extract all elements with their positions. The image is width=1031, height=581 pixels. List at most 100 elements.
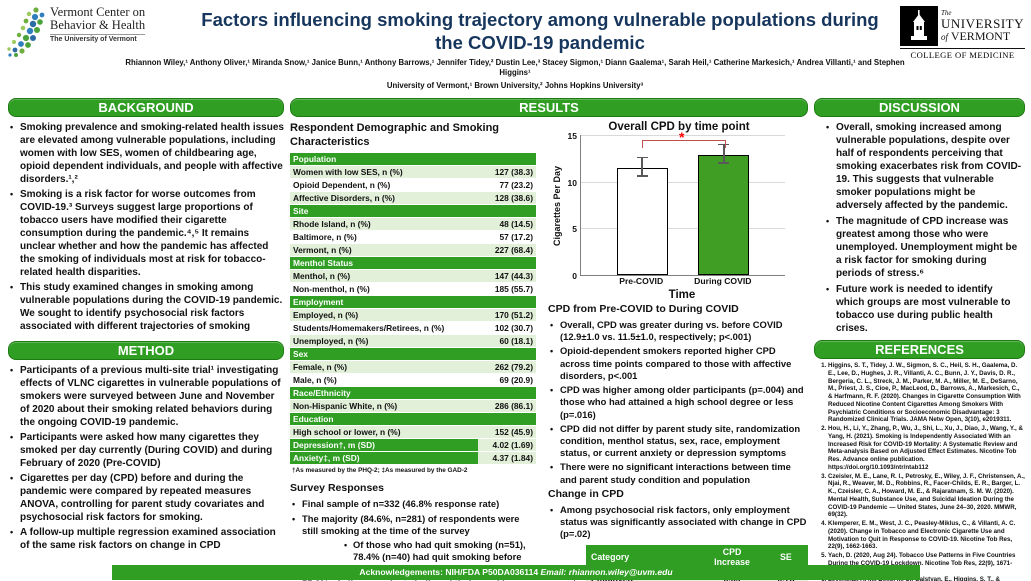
row-label: Menthol, n (%) — [290, 269, 478, 283]
poster-affiliations: University of Vermont,¹ Brown University… — [386, 81, 644, 90]
chart-gridline — [581, 135, 785, 136]
bullet-text: Opioid-dependent smokers reported higher… — [560, 345, 792, 381]
row-label: Baltimore, n (%) — [293, 231, 357, 242]
bullet-text: Overall, smoking increased among vulnera… — [836, 122, 1022, 211]
error-bar-cap — [636, 156, 648, 159]
chart-significance-bracket — [642, 140, 726, 148]
poster-title: Factors influencing smoking trajectory a… — [201, 9, 879, 54]
bullet-item: • This study examined changes in smoking … — [10, 281, 284, 333]
bullet-item: • CPD did not differ by parent study site… — [550, 423, 808, 460]
right-column: DISCUSSION • Overall, smoking increased a… — [814, 98, 1025, 581]
table-row: Non-menthol, n (%) 185 (55.7) — [290, 282, 536, 296]
row-value: 128 (38.6) — [478, 191, 536, 205]
reference-item: Klemperer, E. M., West, J. C., Peasley-M… — [828, 520, 1025, 551]
y-tick-label: 15 — [567, 131, 577, 141]
references-header: REFERENCES — [814, 340, 1025, 359]
chart-gridline — [581, 228, 785, 230]
row-label: Women with low SES, n (%) — [290, 165, 478, 179]
table-row: Anxiety‡, m (SD) 4.37 (1.84) — [290, 451, 536, 465]
results-column: RESULTS Respondent Demographic and Smoki… — [290, 98, 808, 581]
uvm-logo-text: The UNIVERSITY of VERMONT — [941, 9, 1024, 43]
bullet-item: • There were no significant interactions … — [550, 461, 808, 485]
table-section-row: Race/Ethnicity — [290, 386, 536, 400]
chart-plot-area: * — [580, 129, 785, 276]
bullet-text: Among psychosocial risk factors, only em… — [560, 503, 807, 540]
references-list: Higgins, S. T., Tidey, J. W., Sigmon, S.… — [814, 362, 1025, 581]
background-bullets: • Smoking prevalence and smoking-related … — [10, 121, 284, 333]
poster-authors: Rhiannon Wiley,¹ Anthony Oliver,¹ Mirand… — [125, 58, 905, 78]
row-value: 77 (23.2) — [499, 179, 533, 190]
bullet-marker: • — [344, 540, 348, 551]
x-tick-label: Pre-COVID — [619, 276, 664, 286]
bullet-item: • A follow-up multiple regression examine… — [10, 526, 284, 552]
bullet-text: This study examined changes in smoking a… — [20, 282, 283, 332]
bullet-text: Smoking is a risk factor for worse outco… — [20, 189, 269, 278]
uvm-logo: The UNIVERSITY of VERMONT COLLEGE OF MED… — [900, 6, 1025, 60]
method-bullets: • Participants of a previous multi-site t… — [10, 364, 284, 552]
error-bar-cap — [718, 162, 730, 164]
row-label: Depression†, m (SD) — [290, 438, 478, 452]
table-row: Vermont, n (%) 227 (68.4) — [290, 243, 536, 257]
row-value: 48 (14.5) — [478, 217, 536, 231]
table-section-row: Employment — [290, 295, 536, 309]
row-label: Affective Disorders, n (%) — [290, 191, 478, 205]
uvm-vermont: VERMONT — [950, 28, 1011, 43]
section-label: Race/Ethnicity — [290, 386, 536, 400]
bullet-marker: • — [10, 189, 14, 199]
error-bar — [641, 158, 643, 177]
cpd-bullets: • Overall, CPD was greater during vs. bef… — [550, 319, 808, 486]
uvm-university: UNIVERSITY — [941, 15, 1024, 31]
row-value: 147 (44.3) — [478, 269, 536, 283]
error-bar-cap — [636, 175, 648, 177]
row-label: High school or lower, n (%) — [290, 425, 478, 439]
cpd-bar-chart: Overall CPD by time point Cigarettes Per… — [550, 121, 808, 301]
cpd-heading: CPD from Pre-COVID to During COVID — [548, 303, 739, 315]
bullet-item: • The magnitude of CPD increase was great… — [826, 215, 1023, 280]
bullet-item: • The majority (84.6%, n=281) of responde… — [292, 513, 538, 537]
bullet-marker: • — [550, 320, 554, 330]
vcbh-dots-icon — [7, 7, 45, 57]
uvm-college-of-medicine: COLLEGE OF MEDICINE — [900, 48, 1025, 60]
bullet-item: • CPD was higher among older participants… — [550, 384, 808, 421]
bullet-item: • Cigarettes per day (CPD) before and dur… — [10, 472, 284, 524]
bullet-text: CPD did not differ by parent study site,… — [560, 422, 801, 459]
bullet-marker: • — [550, 462, 554, 473]
chart-bar-during-covid — [698, 154, 750, 275]
table-row: Male, n (%) 69 (20.9) — [290, 373, 536, 387]
bullet-marker: • — [292, 513, 296, 524]
row-label: Opioid Dependent, n (%) — [293, 179, 391, 190]
error-bar-cap — [718, 143, 730, 146]
vcbh-name-line3: The University of Vermont — [50, 34, 146, 43]
row-value: 170 (51.2) — [478, 308, 536, 322]
results-right-panel: Overall CPD by time point Cigarettes Per… — [538, 121, 808, 581]
table-section-row: Sex — [290, 347, 536, 361]
bullet-text: CPD was higher among older participants … — [560, 384, 804, 420]
row-label: Anxiety‡, m (SD) — [290, 451, 478, 465]
table-section-row: Education — [290, 412, 536, 426]
bullet-item: • Opioid-dependent smokers reported highe… — [550, 345, 808, 382]
section-label: Menthol Status — [290, 256, 536, 270]
bullet-marker: • — [10, 282, 14, 292]
x-tick-label: During COVID — [694, 276, 752, 286]
bullet-marker: • — [10, 122, 14, 132]
demographics-table: Population Women with low SES, n (%) 127 (… — [290, 152, 536, 465]
demographics-panel: Respondent Demographic and Smoking Chara… — [290, 121, 538, 581]
background-header: BACKGROUND — [8, 98, 284, 117]
method-header: METHOD — [8, 341, 284, 360]
row-label: Non-menthol, n (%) — [293, 283, 370, 294]
bullet-marker: • — [292, 498, 296, 509]
section-label: Site — [290, 204, 536, 218]
row-label: Unemployed, n (%) — [290, 334, 478, 348]
change-bullets: • Among psychosocial risk factors, only e… — [550, 504, 808, 541]
row-label: Female, n (%) — [290, 360, 478, 374]
bullet-marker: • — [826, 122, 830, 132]
table-row: Women with low SES, n (%) 127 (38.3) — [290, 165, 536, 179]
row-value: 57 (17.2) — [499, 231, 533, 242]
bullet-text: Participants were asked how many cigaret… — [20, 432, 273, 469]
chart-y-axis-label: Cigarettes Per Day — [552, 165, 562, 246]
bullet-item: • Participants of a previous multi-site t… — [10, 364, 284, 429]
section-label: Sex — [290, 347, 536, 361]
table-row: Non-Hispanic White, n (%) 286 (86.1) — [290, 399, 536, 413]
bullet-text: Participants of a previous multi-site tr… — [20, 365, 281, 428]
row-label: Employed, n (%) — [290, 308, 478, 322]
